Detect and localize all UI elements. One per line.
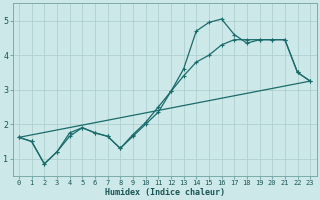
- X-axis label: Humidex (Indice chaleur): Humidex (Indice chaleur): [105, 188, 225, 197]
